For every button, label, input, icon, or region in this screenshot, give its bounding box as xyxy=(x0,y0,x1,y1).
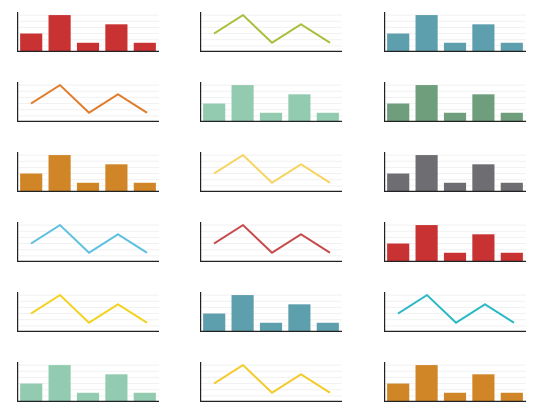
chart-panel-17 xyxy=(200,362,342,403)
chart-panel-16 xyxy=(17,362,159,403)
bar-1 xyxy=(387,173,410,192)
chart-panel-2 xyxy=(200,12,342,53)
chart-panel-8 xyxy=(200,152,342,193)
bar-3 xyxy=(443,182,467,192)
bar-2 xyxy=(48,155,71,192)
bar-3 xyxy=(443,42,467,52)
bar-2 xyxy=(48,15,71,52)
bar-4 xyxy=(472,234,495,262)
bar-2 xyxy=(48,365,71,402)
bar-5 xyxy=(500,182,523,192)
series-line xyxy=(213,13,331,45)
bar-4 xyxy=(105,374,128,402)
bar-5 xyxy=(316,112,339,122)
bar-3 xyxy=(259,322,283,332)
bar-3 xyxy=(76,42,100,52)
bar-2 xyxy=(415,15,438,52)
series-line xyxy=(213,223,331,255)
bar-2 xyxy=(231,85,254,122)
bar-2 xyxy=(231,295,254,332)
bar-5 xyxy=(133,42,156,52)
chart-panel-4 xyxy=(17,82,159,123)
bar-3 xyxy=(443,392,467,402)
bar-2 xyxy=(415,365,438,402)
chart-panel-18 xyxy=(384,362,526,403)
bar-1 xyxy=(387,243,410,262)
bar-4 xyxy=(472,164,495,192)
bar-5 xyxy=(500,252,523,262)
series-line xyxy=(30,223,148,255)
bar-4 xyxy=(105,24,128,52)
bar-1 xyxy=(203,103,226,122)
bar-5 xyxy=(133,392,156,402)
bar-2 xyxy=(415,225,438,262)
bar-4 xyxy=(472,94,495,122)
bar-5 xyxy=(133,182,156,192)
series-line xyxy=(213,153,331,185)
chart-panel-15 xyxy=(384,292,526,333)
bar-3 xyxy=(76,392,100,402)
bar-4 xyxy=(472,24,495,52)
bar-4 xyxy=(472,374,495,402)
bar-1 xyxy=(203,313,226,332)
bar-2 xyxy=(415,85,438,122)
bar-1 xyxy=(387,33,410,52)
bar-1 xyxy=(387,383,410,402)
chart-panel-3 xyxy=(384,12,526,53)
chart-panel-11 xyxy=(200,222,342,263)
bar-2 xyxy=(415,155,438,192)
bar-1 xyxy=(20,383,43,402)
bar-4 xyxy=(105,164,128,192)
chart-panel-9 xyxy=(384,152,526,193)
chart-panel-1 xyxy=(17,12,159,53)
bar-1 xyxy=(20,173,43,192)
chart-panel-14 xyxy=(200,292,342,333)
bar-1 xyxy=(387,103,410,122)
chart-panel-10 xyxy=(17,222,159,263)
series-line xyxy=(213,363,331,395)
bar-4 xyxy=(288,94,311,122)
bar-5 xyxy=(500,112,523,122)
bar-1 xyxy=(20,33,43,52)
bar-3 xyxy=(76,182,100,192)
chart-panel-7 xyxy=(17,152,159,193)
chart-panel-12 xyxy=(384,222,526,263)
bar-5 xyxy=(500,42,523,52)
bar-5 xyxy=(500,392,523,402)
chart-panel-13 xyxy=(17,292,159,333)
chart-panel-5 xyxy=(200,82,342,123)
bar-3 xyxy=(259,112,283,122)
series-line xyxy=(30,293,148,325)
chart-panel-6 xyxy=(384,82,526,123)
bar-4 xyxy=(288,304,311,332)
bar-3 xyxy=(443,112,467,122)
bar-5 xyxy=(316,322,339,332)
series-line xyxy=(30,83,148,115)
bar-3 xyxy=(443,252,467,262)
series-line xyxy=(397,293,515,325)
